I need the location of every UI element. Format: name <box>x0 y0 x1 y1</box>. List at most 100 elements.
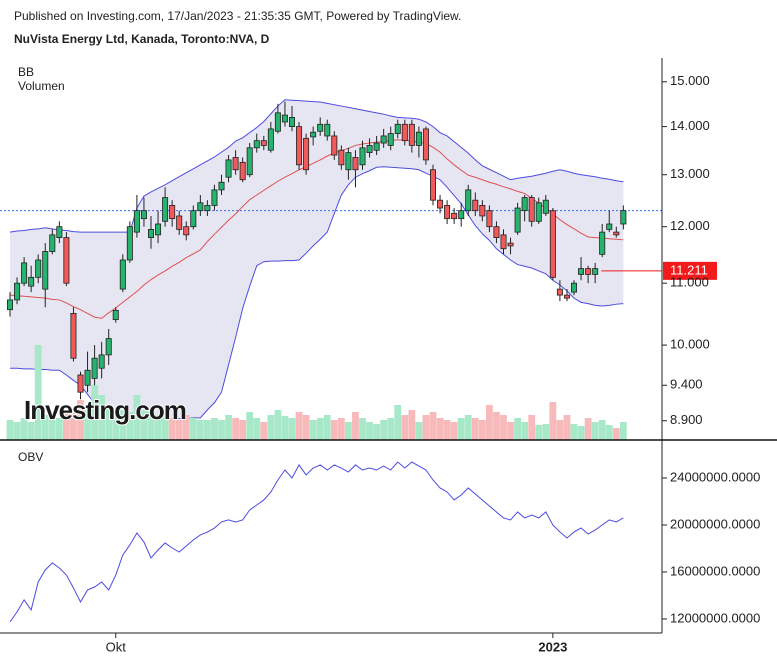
candle-body <box>218 181 225 191</box>
candle-body <box>578 268 585 275</box>
volume-bar <box>126 412 134 440</box>
obv-label: OBV <box>18 450 43 464</box>
candle-body <box>98 354 105 369</box>
candle-body <box>140 210 147 220</box>
y-tick-label: 9.400 <box>670 377 703 392</box>
volume-bar <box>478 420 486 440</box>
volume-bar <box>267 415 275 440</box>
candle-body <box>176 215 183 230</box>
volume-bar <box>345 422 352 440</box>
volume-bar <box>91 385 98 440</box>
candle-body <box>437 199 444 209</box>
candle-body <box>14 282 21 301</box>
volume-bar <box>330 420 338 440</box>
band-middle <box>9 139 624 319</box>
published-note: Published on Investing.com, 17/Jan/2023 … <box>14 9 461 23</box>
band-upper <box>9 99 624 233</box>
volume-bar <box>211 418 218 440</box>
band-fill <box>10 99 624 421</box>
price-marker-box <box>663 261 717 280</box>
volume-bar <box>48 420 56 440</box>
volume-label: Volumen <box>18 79 65 93</box>
candle-body <box>310 131 317 138</box>
volume-bar <box>34 345 42 440</box>
candle-body <box>331 135 338 156</box>
candle-body <box>401 123 408 142</box>
candle-body <box>232 157 239 171</box>
candle-body <box>28 276 35 287</box>
volume-bar <box>41 415 49 440</box>
candle-body <box>606 223 613 230</box>
y-tick-label: 10.000 <box>670 337 710 352</box>
volume-bar <box>196 420 204 440</box>
candle-body <box>77 374 84 393</box>
candle-body <box>303 137 310 171</box>
volume-bar <box>182 415 190 440</box>
candle-body <box>35 259 42 278</box>
volume-bar <box>218 420 225 440</box>
candle-body <box>444 205 451 220</box>
candle-body <box>535 202 542 222</box>
candle-body <box>451 212 458 220</box>
volume-bar <box>105 405 113 440</box>
volume-bar <box>20 418 28 440</box>
volume-bar <box>450 422 458 440</box>
volume-bar <box>549 402 557 440</box>
volume-bar <box>260 422 268 440</box>
volume-bar <box>225 415 232 440</box>
volume-bar <box>323 415 331 440</box>
y-tick-label: 14.000 <box>670 118 710 133</box>
volume-bar <box>63 412 70 440</box>
volume-bar <box>246 412 254 440</box>
volume-bar <box>316 418 324 440</box>
candle-body <box>465 189 472 212</box>
volume-bar <box>521 422 529 440</box>
volume-bar <box>281 416 289 440</box>
volume-bar <box>232 418 239 440</box>
plot-layer: Investing.com 11.211 8.900 9.400 10.000 11.00… <box>0 73 760 654</box>
candle-body <box>204 205 211 212</box>
volume-bar <box>528 415 536 440</box>
volume-bar <box>302 415 310 440</box>
volume-bar <box>443 420 451 440</box>
candle-body <box>472 199 479 212</box>
candle-body <box>486 210 493 228</box>
volume-bar <box>619 422 627 440</box>
volume-bar <box>471 418 479 440</box>
volume-bar <box>380 420 388 440</box>
candle-body <box>63 237 70 284</box>
y-tick-label: 12.000 <box>670 218 710 233</box>
candle-body <box>493 226 500 239</box>
volume-bar <box>605 425 613 440</box>
volume-bar <box>577 426 585 440</box>
volume-bar <box>189 418 197 440</box>
volume-bar <box>457 418 465 440</box>
candle-body <box>408 123 415 146</box>
band-lower <box>10 166 624 421</box>
candle-body <box>394 123 401 134</box>
volume-bar <box>239 420 247 440</box>
watermark: Investing.com <box>24 395 186 425</box>
candle-body <box>366 145 373 154</box>
volume-bar <box>408 410 416 440</box>
candle-body <box>458 210 465 220</box>
candle-body <box>56 226 63 239</box>
candle-body <box>500 234 507 250</box>
candle-body <box>563 294 570 299</box>
volume-bar <box>253 418 261 440</box>
volume-bar <box>27 422 35 440</box>
volume-bar <box>337 418 345 440</box>
volume-bar <box>288 418 296 440</box>
volume-bar <box>133 395 141 440</box>
y-tick-label: 11.000 <box>670 275 709 290</box>
candle-body <box>599 231 606 255</box>
volume-bar <box>13 422 21 440</box>
candle-body <box>585 268 592 275</box>
y-tick-label: 8.900 <box>670 412 703 427</box>
candle-body <box>112 309 119 321</box>
volume-bar <box>500 415 507 440</box>
volume-bar <box>55 418 63 440</box>
bb-label: BB <box>18 65 34 79</box>
volume-bar <box>542 424 550 440</box>
